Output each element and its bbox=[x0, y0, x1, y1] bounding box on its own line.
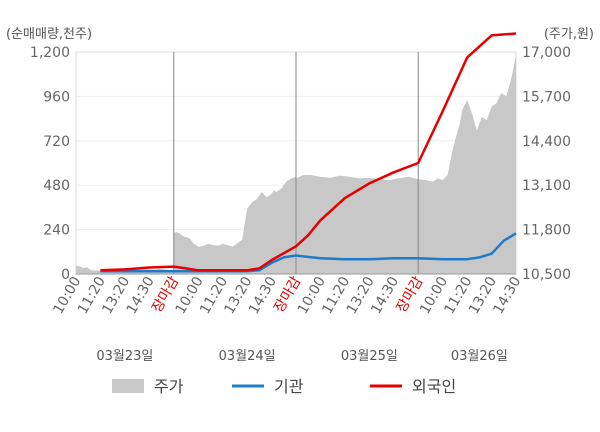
date-label: 03월26일 bbox=[451, 349, 508, 364]
right-tick-label: 10,500 bbox=[522, 267, 571, 283]
right-tick-label: 17,000 bbox=[522, 45, 571, 61]
left-tick-label: 1,200 bbox=[30, 45, 70, 61]
plot-area bbox=[75, 32, 517, 275]
date-label: 03월24일 bbox=[219, 349, 276, 364]
left-tick-label: 0 bbox=[61, 267, 70, 283]
right-tick-label: 15,700 bbox=[522, 89, 571, 105]
left-axis-title: (순매매량,천주) bbox=[6, 27, 92, 42]
legend-label: 주가 bbox=[154, 377, 184, 396]
left-tick-label: 480 bbox=[43, 178, 70, 194]
legend-swatch-price bbox=[112, 379, 144, 393]
right-tick-label: 11,800 bbox=[522, 223, 571, 239]
right-tick-label: 14,400 bbox=[522, 134, 571, 150]
left-tick-label: 720 bbox=[43, 134, 70, 150]
legend-label: 외국인 bbox=[412, 377, 456, 396]
right-axis-title: (주가,원) bbox=[544, 27, 594, 42]
series-line-institution bbox=[100, 232, 517, 273]
legend-label: 기관 bbox=[274, 377, 304, 396]
left-tick-label: 960 bbox=[43, 89, 70, 105]
right-tick-label: 13,100 bbox=[522, 178, 571, 194]
date-label: 03월23일 bbox=[96, 349, 153, 364]
series-line-foreign bbox=[100, 32, 517, 272]
date-label: 03월25일 bbox=[341, 349, 398, 364]
series-area-price bbox=[76, 55, 516, 275]
left-tick-label: 240 bbox=[43, 223, 70, 239]
